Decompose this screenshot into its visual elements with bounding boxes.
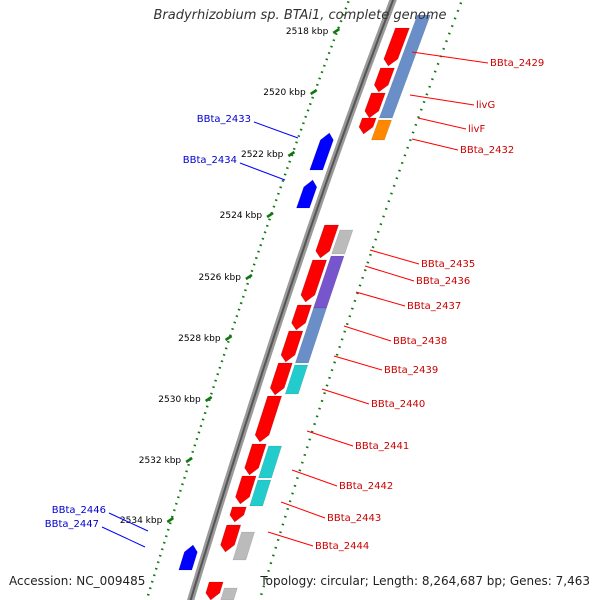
forward-gene-arrow[interactable] — [244, 443, 267, 476]
reverse-gene-arrow[interactable] — [309, 132, 334, 171]
cog-category-block[interactable] — [258, 445, 283, 479]
forward-gene-arrow[interactable] — [291, 304, 312, 331]
scale-tick-mark — [309, 88, 318, 96]
scale-tick-label: 2528 kbp — [178, 334, 221, 344]
scale-tick-mark — [287, 150, 296, 158]
forward-label-leader — [409, 94, 475, 106]
forward-gene-arrow[interactable] — [269, 362, 293, 396]
cog-category-block[interactable] — [220, 587, 238, 600]
forward-gene-arrow[interactable] — [205, 581, 224, 600]
forward-gene-arrow[interactable] — [235, 475, 257, 505]
scale-tick-label: 2534 kbp — [120, 516, 163, 526]
reverse-label-leader — [239, 162, 286, 181]
forward-label-leader — [343, 325, 392, 342]
scale-tick-mark — [245, 273, 253, 281]
forward-gene-arrow[interactable] — [280, 330, 304, 363]
scale-tick-label: 2520 kbp — [263, 88, 306, 98]
forward-gene-label[interactable]: BBta_2440 — [371, 399, 425, 410]
accession-text: Accession: NC_009485 — [9, 574, 146, 588]
cog-category-block[interactable] — [378, 14, 431, 119]
forward-gene-label[interactable]: BBta_2435 — [421, 259, 475, 270]
reverse-gene-arrow[interactable] — [178, 544, 198, 571]
scale-tick-mark — [185, 456, 193, 464]
ruler-dotted-line-far — [258, 0, 464, 600]
cog-category-block[interactable] — [313, 255, 345, 309]
scale-tick-label: 2518 kbp — [286, 27, 329, 37]
cog-category-block[interactable] — [284, 364, 309, 395]
forward-gene-label[interactable]: BBta_2439 — [384, 365, 438, 376]
reverse-gene-arrow[interactable] — [296, 179, 318, 209]
scale-tick-mark — [224, 334, 233, 342]
forward-gene-arrow[interactable] — [315, 224, 340, 259]
forward-label-leader — [355, 291, 406, 307]
forward-gene-label[interactable]: BBta_2432 — [460, 145, 514, 156]
cog-category-block[interactable] — [331, 229, 354, 255]
scale-tick-mark — [332, 27, 341, 35]
reverse-gene-label[interactable]: BBta_2434 — [183, 155, 237, 166]
forward-label-leader — [411, 138, 459, 151]
reverse-label-leader — [108, 512, 149, 532]
reverse-gene-label[interactable]: BBta_2447 — [45, 519, 99, 530]
cog-category-block[interactable] — [232, 531, 255, 561]
scale-tick-label: 2532 kbp — [139, 456, 182, 466]
forward-gene-label[interactable]: livF — [468, 124, 485, 135]
forward-label-leader — [321, 388, 370, 405]
forward-gene-arrow[interactable] — [373, 67, 395, 93]
forward-gene-label[interactable]: BBta_2444 — [315, 541, 369, 552]
forward-gene-label[interactable]: BBta_2429 — [490, 58, 544, 69]
scale-tick-label: 2522 kbp — [241, 150, 284, 160]
forward-gene-label[interactable]: livG — [476, 100, 495, 111]
forward-label-leader — [306, 430, 354, 447]
forward-gene-label[interactable]: BBta_2436 — [416, 276, 470, 287]
forward-label-leader — [267, 531, 314, 547]
cog-category-block[interactable] — [294, 307, 327, 364]
scale-tick-label: 2526 kbp — [199, 273, 242, 283]
forward-label-leader — [333, 355, 383, 371]
map-title: Bradyrhizobium sp. BTAi1, complete genom… — [153, 8, 447, 23]
forward-gene-arrow[interactable] — [383, 27, 410, 67]
forward-gene-label[interactable]: BBta_2437 — [407, 301, 461, 312]
forward-gene-arrow[interactable] — [229, 506, 247, 523]
cog-category-block[interactable] — [370, 119, 392, 141]
scale-tick-mark — [166, 516, 175, 524]
forward-gene-arrow[interactable] — [364, 92, 386, 119]
scale-tick-label: 2524 kbp — [220, 211, 263, 221]
scale-tick-mark — [204, 395, 213, 403]
forward-gene-arrow[interactable] — [300, 259, 328, 303]
reverse-label-leader — [253, 121, 299, 139]
scale-tick-label: 2530 kbp — [158, 395, 201, 405]
forward-label-leader — [417, 117, 467, 130]
forward-gene-arrow[interactable] — [358, 117, 377, 135]
forward-label-leader — [291, 469, 338, 487]
topology-text: Topology: circular; Length: 8,264,687 bp… — [260, 574, 590, 588]
reverse-label-leader — [101, 526, 146, 548]
forward-gene-arrow[interactable] — [220, 524, 242, 553]
forward-label-leader — [369, 249, 420, 265]
forward-gene-arrow[interactable] — [254, 395, 283, 443]
reverse-gene-label[interactable]: BBta_2433 — [197, 114, 251, 125]
forward-gene-label[interactable]: BBta_2443 — [327, 513, 381, 524]
forward-label-leader — [411, 51, 489, 64]
reverse-gene-label[interactable]: BBta_2446 — [52, 505, 106, 516]
cog-category-block[interactable] — [249, 479, 272, 507]
scale-tick-mark — [266, 211, 274, 219]
forward-gene-label[interactable]: BBta_2441 — [355, 441, 409, 452]
forward-gene-label[interactable]: BBta_2438 — [393, 336, 447, 347]
forward-label-leader — [364, 265, 415, 282]
forward-label-leader — [280, 501, 326, 519]
forward-gene-label[interactable]: BBta_2442 — [339, 481, 393, 492]
genome-backbone-core — [189, 0, 395, 600]
